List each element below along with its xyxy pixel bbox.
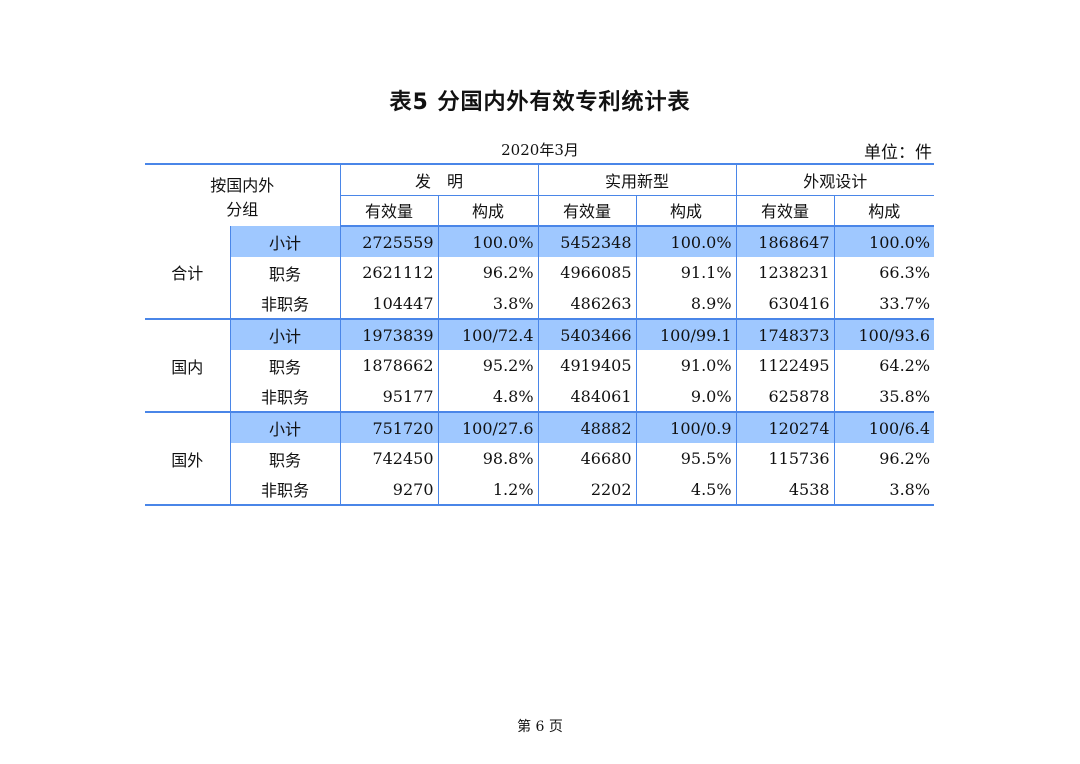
cell-value: 9.0% [636, 381, 737, 413]
cell-value: 4.8% [438, 381, 539, 413]
cell-value: 1973839 [340, 319, 439, 350]
row-label: 非职务 [230, 381, 341, 413]
cell-value: 5403466 [538, 319, 637, 350]
cell-value: 104447 [340, 288, 439, 320]
category-header-invention: 发 明 [340, 163, 539, 196]
cell-value: 3.8% [834, 474, 935, 506]
cell-value: 100.0% [834, 226, 935, 257]
cell-value: 100.0% [438, 226, 539, 257]
cell-value: 115736 [736, 443, 835, 474]
subheader-share: 构成 [834, 195, 935, 227]
group-label: 合计 [145, 226, 231, 320]
category-header-utility-model: 实用新型 [538, 163, 737, 196]
cell-value: 48882 [538, 412, 637, 443]
subheader-share: 构成 [636, 195, 737, 227]
cell-value: 95177 [340, 381, 439, 413]
cell-value: 4919405 [538, 350, 637, 381]
row-label: 小计 [230, 319, 341, 350]
cell-value: 91.0% [636, 350, 737, 381]
table-row: 非职务 9270 1.2% 2202 4.5% 4538 3.8% [145, 474, 935, 506]
cell-value: 64.2% [879, 356, 931, 375]
group-header-cell: 按国内外 分组 [145, 163, 341, 226]
cell-value: 742450 [340, 443, 439, 474]
cell-value: 46680 [538, 443, 637, 474]
table-row: 非职务 95177 4.8% 484061 9.0% 625878 35.8% [145, 381, 935, 413]
cell-value: 4.5% [636, 474, 737, 506]
unit-label: 单位：件 [864, 143, 932, 163]
group-label: 国外 [145, 412, 231, 506]
row-label: 小计 [230, 226, 341, 257]
row-label: 职务 [230, 350, 341, 381]
cell-value: 100/99.1 [636, 319, 737, 350]
cell-value: 100/6.4 [834, 412, 935, 443]
cell-value: 484061 [538, 381, 637, 413]
group-header-line1: 按国内外 [210, 175, 275, 195]
subheader-count: 有效量 [736, 195, 835, 227]
row-label: 小计 [230, 412, 341, 443]
cell-value: 100/27.6 [438, 412, 539, 443]
row-label: 非职务 [230, 474, 341, 506]
cell-value: 1878662 [340, 350, 439, 381]
table-row: 合计 小计 2725559 100.0% 5452348 100.0% 1868… [145, 226, 935, 320]
cell-value: 5452348 [538, 226, 637, 257]
cell-value: 625878 [736, 381, 835, 413]
cell-value: 95.2% [438, 350, 539, 381]
cell-value: 95.5% [636, 443, 737, 474]
cell-value: 35.8% [834, 381, 935, 413]
cell-value: 1748373 [736, 319, 835, 350]
cell-value: 100/72.4 [438, 319, 539, 350]
row-label: 职务 [230, 443, 341, 474]
cell-value: 4538 [736, 474, 835, 506]
cell-value: 33.7% [834, 288, 935, 320]
cell-value: 96.2% [438, 257, 539, 288]
cell-value: 91.1% [636, 257, 737, 288]
subheader-share: 构成 [438, 195, 539, 227]
table-row: 非职务 104447 3.8% 486263 8.9% 630416 33.7% [145, 288, 935, 320]
cell-value: 486263 [538, 288, 637, 320]
subheader-count: 有效量 [538, 195, 637, 227]
page-number: 第 6 页 [517, 719, 563, 735]
table-header-row: 按国内外 分组 发 明 实用新型 外观设计 [145, 163, 935, 226]
cell-value: 66.3% [879, 263, 931, 282]
cell-value: 2725559 [340, 226, 439, 257]
cell-value: 1.2% [438, 474, 539, 506]
table-row: 职务 742450 98.8% 46680 95.5% 115736 96.2% [145, 443, 934, 474]
table-row: 国外 小计 751720 100/27.6 48882 100/0.9 1202… [145, 412, 935, 506]
subheader-count: 有效量 [340, 195, 439, 227]
table-subheader-row: 有效量 构成 有效量 构成 有效量 构成 [145, 195, 935, 227]
cell-value: 96.2% [879, 449, 931, 468]
cell-value: 1122495 [736, 350, 835, 381]
cell-value: 630416 [736, 288, 835, 320]
cell-value: 100.0% [636, 226, 737, 257]
page-title: 表5 分国内外有效专利统计表 [389, 90, 691, 115]
cell-value: 100/0.9 [636, 412, 737, 443]
category-header-design: 外观设计 [736, 163, 935, 196]
group-header-line2: 分组 [226, 199, 259, 219]
cell-value: 8.9% [636, 288, 737, 320]
cell-value: 2621112 [340, 257, 439, 288]
table-row: 职务 2621112 96.2% 4966085 91.1% 1238231 6… [145, 257, 934, 288]
group-label: 国内 [145, 319, 231, 413]
table-row: 国内 小计 1973839 100/72.4 5403466 100/99.1 … [145, 319, 935, 413]
cell-value: 4966085 [538, 257, 637, 288]
row-label: 非职务 [230, 288, 341, 320]
cell-value: 3.8% [438, 288, 539, 320]
cell-value: 2202 [538, 474, 637, 506]
cell-value: 1868647 [736, 226, 835, 257]
cell-value: 98.8% [438, 443, 539, 474]
patent-stats-table: 按国内外 分组 发 明 实用新型 外观设计 有效量 构成 有效量 构成 有效量 … [145, 163, 935, 506]
row-label: 职务 [230, 257, 341, 288]
cell-value: 120274 [736, 412, 835, 443]
report-date: 2020年3月 [501, 141, 579, 159]
cell-value: 9270 [340, 474, 439, 506]
cell-value: 1238231 [736, 257, 835, 288]
cell-value: 100/93.6 [834, 319, 935, 350]
cell-value: 751720 [340, 412, 439, 443]
table-row: 职务 1878662 95.2% 4919405 91.0% 1122495 6… [145, 350, 934, 381]
